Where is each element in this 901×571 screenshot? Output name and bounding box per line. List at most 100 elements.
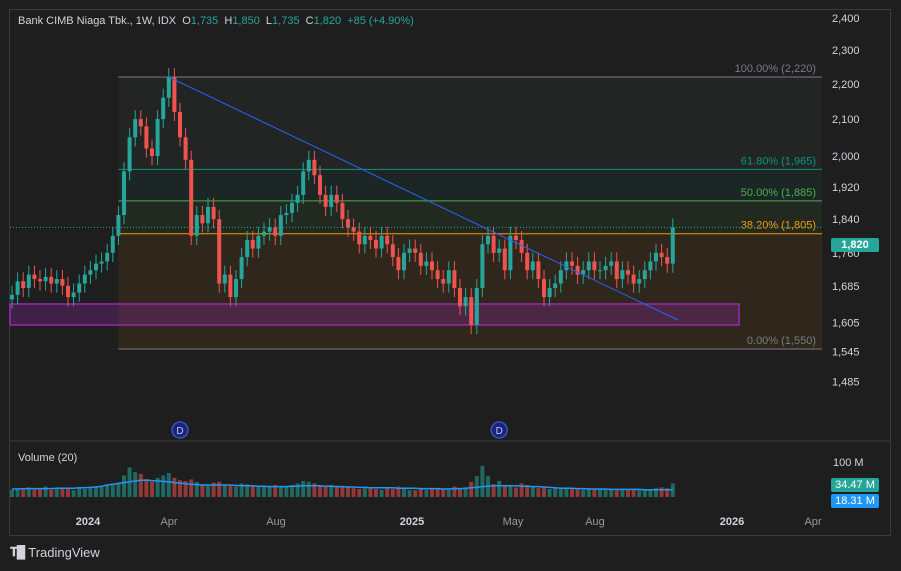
volume-bar <box>351 488 356 497</box>
candle-body <box>536 261 541 280</box>
candle-body <box>620 270 625 280</box>
candle-body <box>346 219 350 228</box>
candle-body <box>150 148 154 157</box>
volume-bar <box>122 475 126 497</box>
volume-title[interactable]: Volume (20) <box>18 452 78 464</box>
candle-body <box>368 235 373 241</box>
volume-axis-top-label: 100 M <box>833 457 864 469</box>
volume-bar <box>648 489 653 497</box>
time-tick-label: Apr <box>804 516 821 528</box>
volume-bar <box>256 486 261 497</box>
volume-bar <box>312 483 317 497</box>
volume-bar <box>519 483 524 497</box>
candle-body <box>547 288 552 298</box>
volume-bar <box>413 490 418 497</box>
candle-body <box>290 202 294 214</box>
volume-current-badge: 34.47 M <box>831 478 879 492</box>
event-marker-icon <box>490 421 508 439</box>
candle-body <box>609 261 614 266</box>
candle-body <box>430 261 434 271</box>
volume-bar <box>228 485 233 497</box>
price-tick-label: 2,300 <box>832 45 860 57</box>
price-tick-label: 2,000 <box>832 151 860 163</box>
volume-bar <box>172 477 177 497</box>
candle-body <box>374 240 378 249</box>
candle-body <box>637 279 642 284</box>
volume-bar <box>217 481 222 497</box>
candle-body <box>189 159 194 236</box>
candle-body <box>458 288 462 307</box>
volume-bar <box>374 489 378 497</box>
last-price-badge: 1,820 <box>831 238 879 252</box>
candle-body <box>564 261 569 271</box>
time-tick-label: May <box>503 516 524 528</box>
fib-zone-band <box>118 200 822 234</box>
low-value: 1,735 <box>272 15 300 27</box>
candle-body <box>553 283 558 289</box>
volume-bar <box>536 488 541 497</box>
volume-bar <box>379 489 384 497</box>
volume-bar <box>222 485 227 497</box>
open-label: O <box>182 15 191 27</box>
high-label: H <box>224 15 233 27</box>
volume-bar <box>514 487 518 497</box>
candle-body <box>659 252 664 258</box>
fib-level-label: 50.00% (1,885) <box>741 187 816 199</box>
candle-body <box>278 215 283 236</box>
volume-bar <box>161 475 166 497</box>
volume-bar <box>200 484 205 497</box>
volume-bar <box>463 487 468 497</box>
open-value: 1,735 <box>190 15 219 27</box>
candle-body <box>66 285 70 298</box>
high-value: 1,850 <box>232 15 260 27</box>
volume-bar <box>452 486 457 497</box>
candle-body <box>133 119 138 138</box>
volume-bar <box>592 489 597 497</box>
candle-body <box>60 279 65 286</box>
volume-bar <box>508 485 513 497</box>
candle-body <box>424 261 429 266</box>
price-tick-label: 1,545 <box>832 346 860 358</box>
volume-bar <box>407 489 412 497</box>
candle-body <box>614 261 619 280</box>
fib-level-label: 100.00% (2,220) <box>735 63 816 75</box>
candle-body <box>514 235 518 241</box>
volume-bar <box>99 487 104 497</box>
candle-body <box>110 235 115 253</box>
candle-body <box>26 274 31 289</box>
volume-bar <box>334 485 339 497</box>
volume-bar <box>43 486 48 497</box>
candle-body <box>273 227 278 236</box>
volume-bar <box>206 485 210 497</box>
volume-bar <box>385 488 390 497</box>
candle-body <box>211 206 216 220</box>
candle-body <box>161 97 166 120</box>
candle-body <box>21 281 26 289</box>
candle-body <box>116 215 121 236</box>
volume-bar <box>150 481 154 497</box>
candle-body <box>340 202 345 220</box>
candle-body <box>586 261 591 271</box>
candle-body <box>631 274 636 284</box>
candle-body <box>200 215 205 224</box>
volume-bar <box>10 489 14 497</box>
volume-bar <box>542 487 546 497</box>
candle-body <box>502 248 507 271</box>
candle-body <box>15 281 20 295</box>
candle-body <box>166 77 171 98</box>
candle-body <box>222 274 227 284</box>
candle-body <box>390 244 395 258</box>
candle-body <box>127 137 132 172</box>
volume-bar <box>626 489 630 497</box>
volume-bar <box>234 486 238 497</box>
candle-body <box>592 261 597 271</box>
candle-body <box>172 77 177 112</box>
volume-bar <box>547 489 552 497</box>
candle-body <box>295 194 300 203</box>
volume-bar <box>446 489 451 497</box>
footer[interactable]: 𝐓█ TradingView <box>10 545 100 560</box>
volume-bar <box>603 489 608 497</box>
price-tick-label: 2,100 <box>832 114 860 126</box>
symbol-title[interactable]: Bank CIMB Niaga Tbk., 1W, IDX <box>18 15 177 27</box>
